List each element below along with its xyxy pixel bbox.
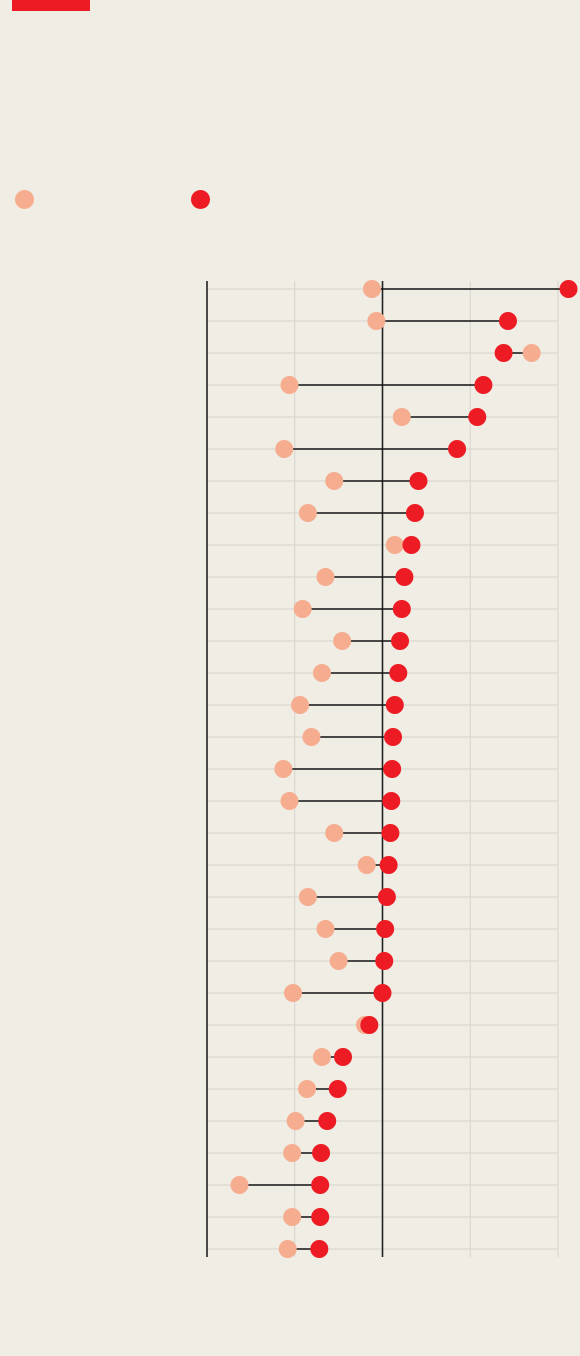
- end-marker: [373, 984, 392, 1002]
- start-marker: [329, 952, 348, 970]
- end-marker: [494, 344, 513, 362]
- end-marker: [381, 824, 400, 842]
- start-marker: [333, 632, 352, 650]
- end-marker: [375, 952, 394, 970]
- end-marker: [328, 1080, 347, 1098]
- end-marker: [389, 664, 408, 682]
- end-marker: [312, 1144, 331, 1162]
- end-marker: [382, 792, 401, 810]
- start-marker: [298, 888, 317, 906]
- end-marker: [395, 568, 414, 586]
- start-marker: [298, 504, 317, 522]
- end-marker: [360, 1016, 379, 1034]
- end-marker: [376, 920, 395, 938]
- end-marker: [391, 632, 410, 650]
- end-marker: [311, 1208, 330, 1226]
- end-marker: [384, 728, 403, 746]
- start-marker: [392, 408, 411, 426]
- end-marker: [405, 504, 424, 522]
- legend-marker-start: [15, 190, 34, 209]
- start-marker: [280, 792, 299, 810]
- start-marker: [298, 1080, 317, 1098]
- start-marker: [325, 824, 344, 842]
- end-marker: [409, 472, 428, 490]
- start-marker: [293, 600, 312, 618]
- start-marker: [278, 1240, 297, 1258]
- start-marker: [275, 440, 294, 458]
- start-marker: [274, 760, 293, 778]
- header-accent-bar: [12, 0, 90, 11]
- start-marker: [357, 856, 376, 874]
- start-marker: [362, 280, 381, 298]
- start-marker: [312, 664, 331, 682]
- end-marker: [474, 376, 493, 394]
- end-marker: [448, 440, 467, 458]
- start-marker: [367, 312, 386, 330]
- start-marker: [325, 472, 344, 490]
- start-marker: [283, 984, 302, 1002]
- start-marker: [385, 536, 404, 554]
- end-marker: [383, 760, 402, 778]
- start-marker: [230, 1176, 249, 1194]
- end-marker: [310, 1240, 329, 1258]
- end-marker: [377, 888, 396, 906]
- end-marker: [379, 856, 398, 874]
- end-marker: [334, 1048, 353, 1066]
- start-marker: [316, 920, 335, 938]
- start-marker: [302, 728, 321, 746]
- start-marker: [283, 1208, 302, 1226]
- end-marker: [392, 600, 411, 618]
- end-marker: [498, 312, 517, 330]
- start-marker: [283, 1144, 302, 1162]
- end-marker: [468, 408, 487, 426]
- start-marker: [280, 376, 299, 394]
- start-marker: [522, 344, 541, 362]
- end-marker: [559, 280, 578, 298]
- start-marker: [286, 1112, 305, 1130]
- start-marker: [312, 1048, 331, 1066]
- start-marker: [316, 568, 335, 586]
- end-marker: [402, 536, 421, 554]
- legend-marker-end: [191, 190, 210, 209]
- start-marker: [291, 696, 310, 714]
- end-marker: [311, 1176, 330, 1194]
- end-marker: [318, 1112, 337, 1130]
- end-marker: [385, 696, 404, 714]
